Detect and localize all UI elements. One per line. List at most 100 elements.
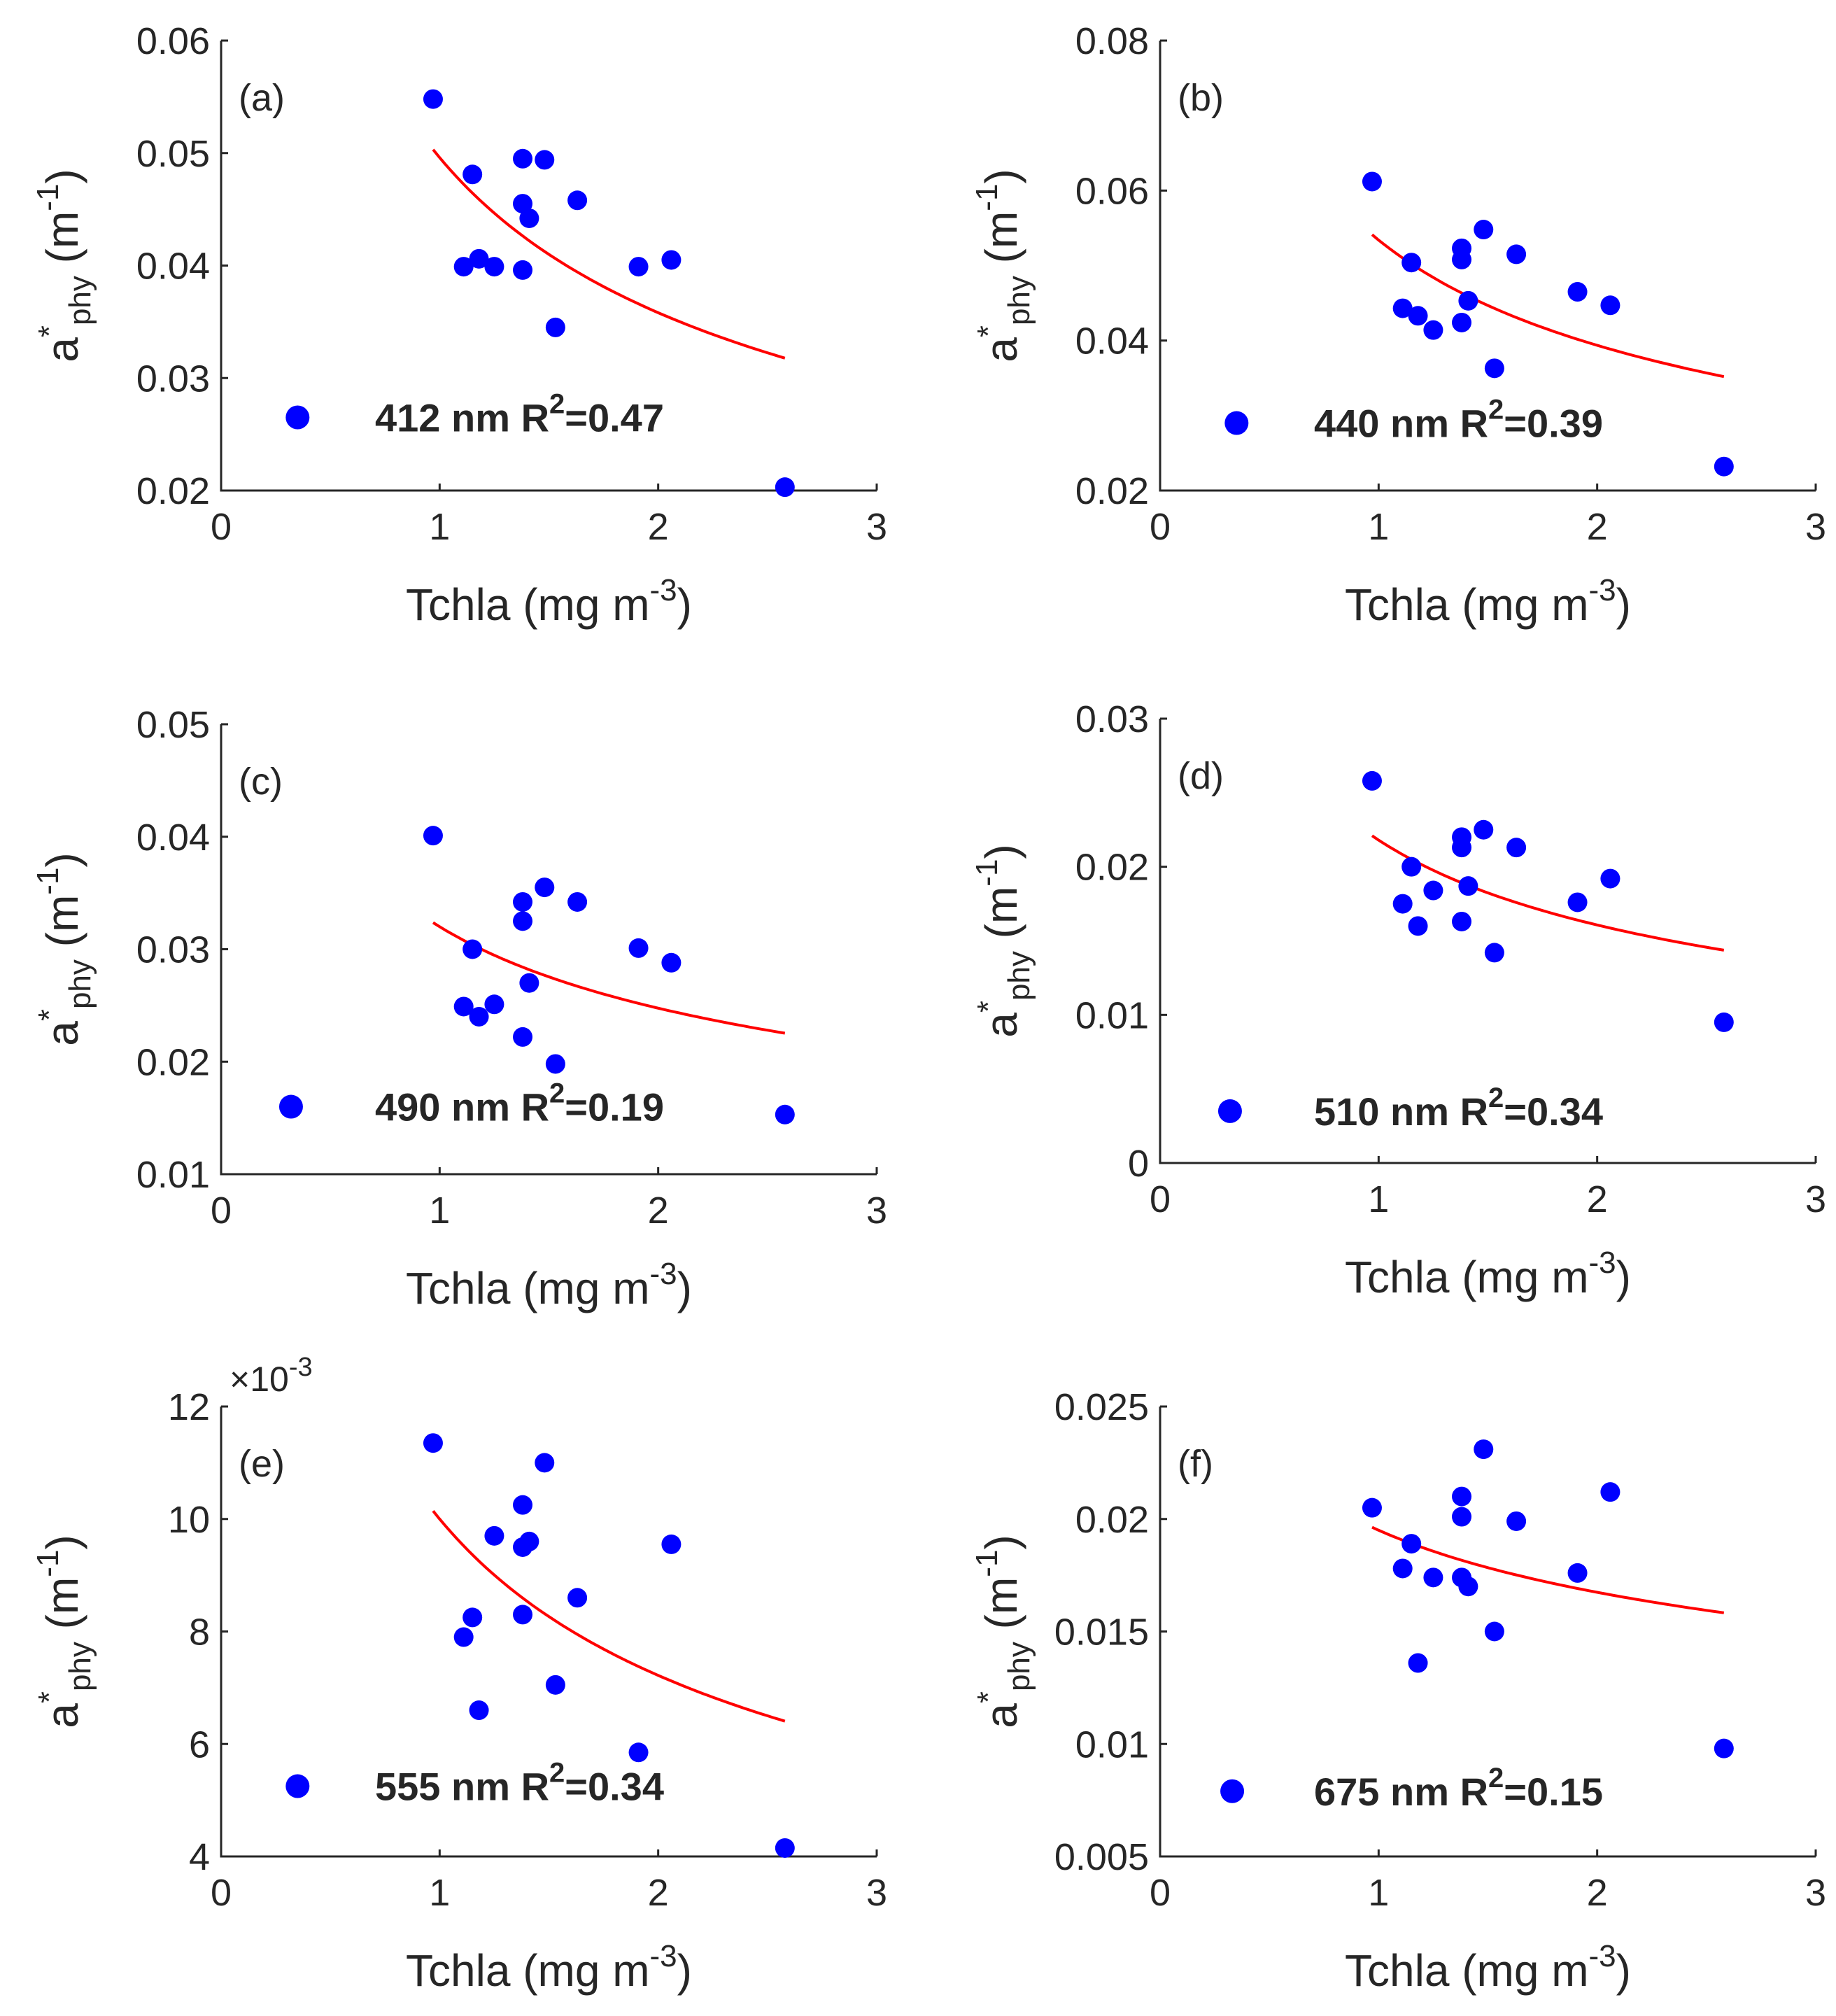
- data-point: [462, 1607, 483, 1628]
- data-point: [1567, 1563, 1588, 1583]
- data-point: [775, 1838, 795, 1858]
- data-point: [775, 477, 795, 498]
- x-axis-title: Tchla (mg m-3): [406, 1257, 692, 1313]
- data-point: [628, 938, 649, 958]
- x-axis-title: Tchla (mg m-3): [406, 1939, 692, 1996]
- y-tick-label: 0.05: [136, 133, 210, 175]
- y-axis-title: a*phy (m-1): [970, 844, 1036, 1038]
- y-tick-label: 0.08: [1075, 20, 1149, 62]
- data-point: [1474, 819, 1494, 840]
- data-point: [567, 1588, 588, 1608]
- data-point: [1567, 282, 1588, 302]
- x-tick-label: 3: [1805, 1178, 1826, 1220]
- x-axis-title: Tchla (mg m-3): [1345, 573, 1631, 630]
- y-tick-label: 4: [189, 1836, 210, 1878]
- data-point: [1452, 838, 1472, 858]
- y-tick-label: 0.02: [1075, 847, 1149, 889]
- data-point: [1506, 838, 1527, 858]
- legend-marker: [1224, 411, 1249, 435]
- data-point: [462, 164, 483, 185]
- fit-curve: [432, 148, 786, 360]
- y-tick-label: 0.005: [1054, 1836, 1149, 1878]
- data-point: [423, 1433, 443, 1453]
- data-point: [535, 877, 555, 898]
- legend-label: 510 nm R2=0.34: [1314, 1083, 1603, 1134]
- x-tick-label: 0: [1150, 1872, 1171, 1914]
- data-point: [1401, 1534, 1422, 1554]
- y-tick-label: 0.03: [136, 929, 210, 971]
- fit-curve: [432, 1509, 786, 1723]
- legend-marker: [278, 1094, 303, 1119]
- panel-label: (d): [1178, 755, 1224, 797]
- data-point: [513, 911, 533, 931]
- data-point: [1408, 1653, 1428, 1673]
- y-axis-title: a*phy (m-1): [970, 1535, 1036, 1728]
- data-point: [661, 1534, 682, 1554]
- legend-label: 675 nm R2=0.15: [1314, 1763, 1603, 1814]
- x-tick-label: 3: [1805, 1872, 1826, 1914]
- x-tick-label: 2: [1587, 1178, 1608, 1220]
- x-tick-label: 3: [1805, 506, 1826, 548]
- data-point: [1452, 911, 1472, 931]
- data-point: [513, 260, 533, 280]
- data-point: [1458, 290, 1478, 311]
- panel-label: (f): [1178, 1443, 1213, 1485]
- data-point: [1401, 253, 1422, 273]
- data-point: [1408, 916, 1428, 936]
- y-tick-label: 8: [189, 1612, 210, 1654]
- data-point: [1600, 868, 1620, 889]
- data-point: [1392, 894, 1413, 914]
- data-point: [1423, 880, 1443, 901]
- data-point: [1714, 1738, 1734, 1758]
- data-point: [1401, 857, 1422, 877]
- legend-marker: [285, 1774, 310, 1798]
- y-tick-label: 0.05: [136, 704, 210, 746]
- x-tick-label: 0: [1150, 506, 1171, 548]
- data-point: [469, 248, 489, 269]
- fit-curve: [432, 921, 786, 1035]
- x-tick-label: 1: [429, 1872, 450, 1914]
- data-point: [628, 257, 649, 277]
- x-axis-title: Tchla (mg m-3): [406, 573, 692, 630]
- data-point: [567, 891, 588, 912]
- data-point: [1362, 1497, 1382, 1518]
- y-tick-label: 0.01: [1075, 1724, 1149, 1765]
- data-point: [1452, 1486, 1472, 1507]
- data-point: [469, 1006, 489, 1027]
- data-point: [628, 1742, 649, 1763]
- data-point: [513, 194, 533, 214]
- data-point: [1506, 244, 1527, 265]
- y-tick-label: 10: [168, 1499, 210, 1541]
- data-point: [1458, 876, 1478, 896]
- y-tick-label: 0.04: [136, 817, 210, 859]
- x-tick-label: 2: [648, 1190, 669, 1232]
- data-point: [519, 973, 539, 993]
- y-tick-label: 0.06: [136, 20, 210, 62]
- data-point: [661, 952, 682, 973]
- x-tick-label: 0: [211, 1872, 232, 1914]
- y-tick-label: 0.025: [1054, 1386, 1149, 1428]
- data-point: [513, 1495, 533, 1515]
- data-point: [1714, 456, 1734, 477]
- y-tick-label: 0: [1128, 1143, 1149, 1185]
- x-tick-label: 1: [429, 506, 450, 548]
- data-point: [1714, 1012, 1734, 1032]
- data-point: [423, 89, 443, 109]
- data-point: [513, 1027, 533, 1047]
- data-point: [1423, 1567, 1443, 1588]
- panel-label: (c): [239, 761, 283, 803]
- y-axis-title: a*phy (m-1): [31, 852, 97, 1046]
- data-point: [661, 250, 682, 270]
- panel-label: (e): [239, 1443, 285, 1485]
- data-point: [545, 317, 565, 337]
- data-point: [775, 1104, 795, 1125]
- y-tick-label: 6: [189, 1724, 210, 1765]
- data-point: [462, 939, 483, 959]
- data-point: [545, 1675, 565, 1695]
- data-point: [453, 1627, 474, 1647]
- data-point: [1458, 1577, 1478, 1597]
- y-tick-label: 0.02: [136, 1041, 210, 1083]
- data-point: [513, 1537, 533, 1557]
